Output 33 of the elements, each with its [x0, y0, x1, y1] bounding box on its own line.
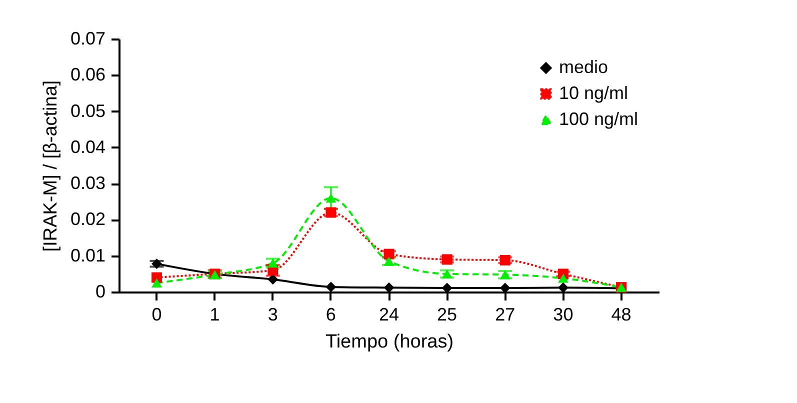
- x-tick-label: 24: [378, 304, 400, 324]
- x-tick-label: 1: [210, 304, 220, 324]
- point: [326, 282, 336, 292]
- point: [152, 278, 162, 288]
- x-tick-label: 6: [326, 304, 336, 324]
- y-tick-label: 0.02: [70, 209, 106, 230]
- y-tick-label: 0.01: [70, 245, 106, 266]
- point: [558, 282, 568, 293]
- legend-label: 10 ng/ml: [559, 83, 628, 103]
- y-tick-label: 0.06: [70, 64, 106, 85]
- x-tick-label: 48: [611, 304, 632, 324]
- point: [500, 270, 510, 280]
- y-tick-label: 0.04: [70, 136, 106, 157]
- legend-label: medio: [559, 57, 608, 77]
- point: [558, 274, 568, 283]
- point: [152, 258, 162, 270]
- point: [326, 193, 336, 203]
- point: [384, 282, 394, 293]
- x-tick-label: 27: [495, 304, 516, 324]
- legend-label: 100 ng/ml: [559, 109, 638, 129]
- y-axis-title: [IRAK-M] / [β-actina]: [40, 80, 62, 252]
- x-tick-label: 25: [437, 304, 458, 324]
- x-tick-label: 3: [268, 304, 278, 324]
- x-tick-label: 30: [553, 304, 574, 324]
- y-tick-label: 0: [95, 282, 106, 302]
- point: [442, 254, 452, 265]
- point: [268, 274, 278, 285]
- x-tick-label: 0: [152, 304, 162, 324]
- point: [500, 254, 510, 266]
- y-tick-label: 0.07: [70, 28, 106, 48]
- y-tick-label: 0.05: [70, 100, 106, 121]
- x-axis-title: Tiempo (horas): [325, 332, 454, 352]
- y-tick-label: 0.03: [70, 173, 106, 194]
